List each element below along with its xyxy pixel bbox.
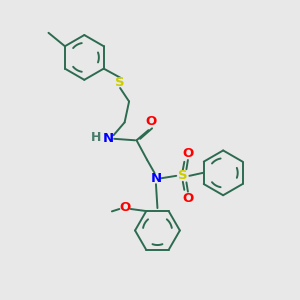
Text: N: N [150, 172, 161, 185]
Text: S: S [178, 169, 188, 182]
Text: H: H [91, 131, 101, 144]
Text: O: O [182, 147, 194, 160]
Text: O: O [119, 201, 130, 214]
Text: O: O [182, 192, 194, 205]
Text: S: S [115, 76, 125, 88]
Text: N: N [103, 132, 114, 145]
Text: O: O [146, 115, 157, 128]
